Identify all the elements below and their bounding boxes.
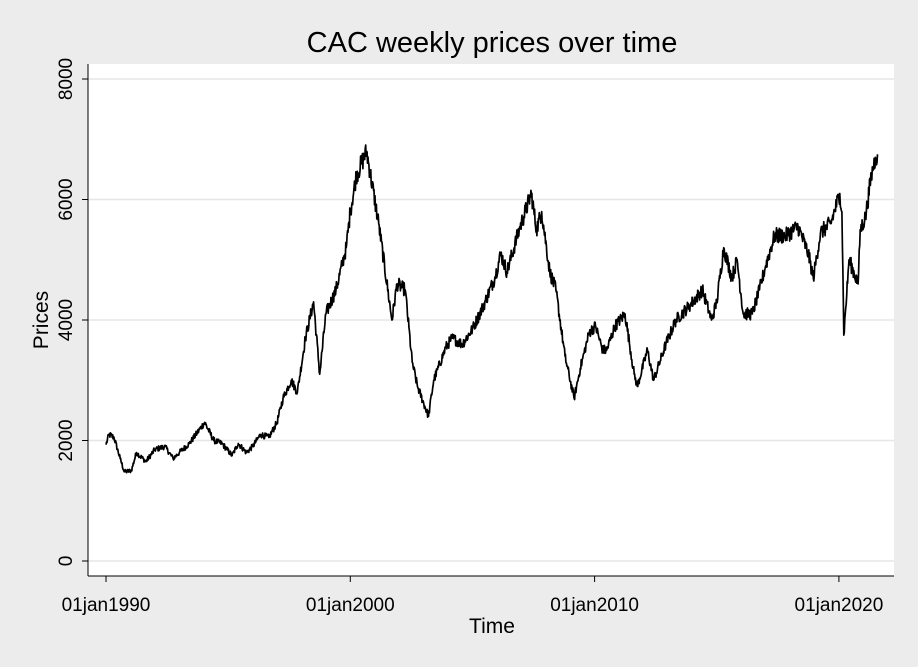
chart-title: CAC weekly prices over time [307,27,678,59]
y-axis-label: Prices [30,291,53,349]
x-tick-label: 01jan2010 [550,595,639,616]
axis-ticks: 0 2000 4000 6000 8000 01jan1990 01jan2000 01jan… [56,58,883,616]
x-tick-label: 01jan1990 [62,595,151,616]
y-tick-label: 8000 [56,58,77,100]
x-tick-label: 01jan2020 [795,595,884,616]
x-tick-label: 01jan2000 [306,595,395,616]
x-axis-label: Time [469,615,515,638]
y-tick-label: 0 [56,556,77,567]
y-tick-label: 2000 [56,419,77,461]
series-line-cac-prices [105,144,879,474]
y-tick-label: 4000 [56,299,77,341]
y-tick-label: 6000 [56,178,77,220]
grid-lines [88,78,894,562]
